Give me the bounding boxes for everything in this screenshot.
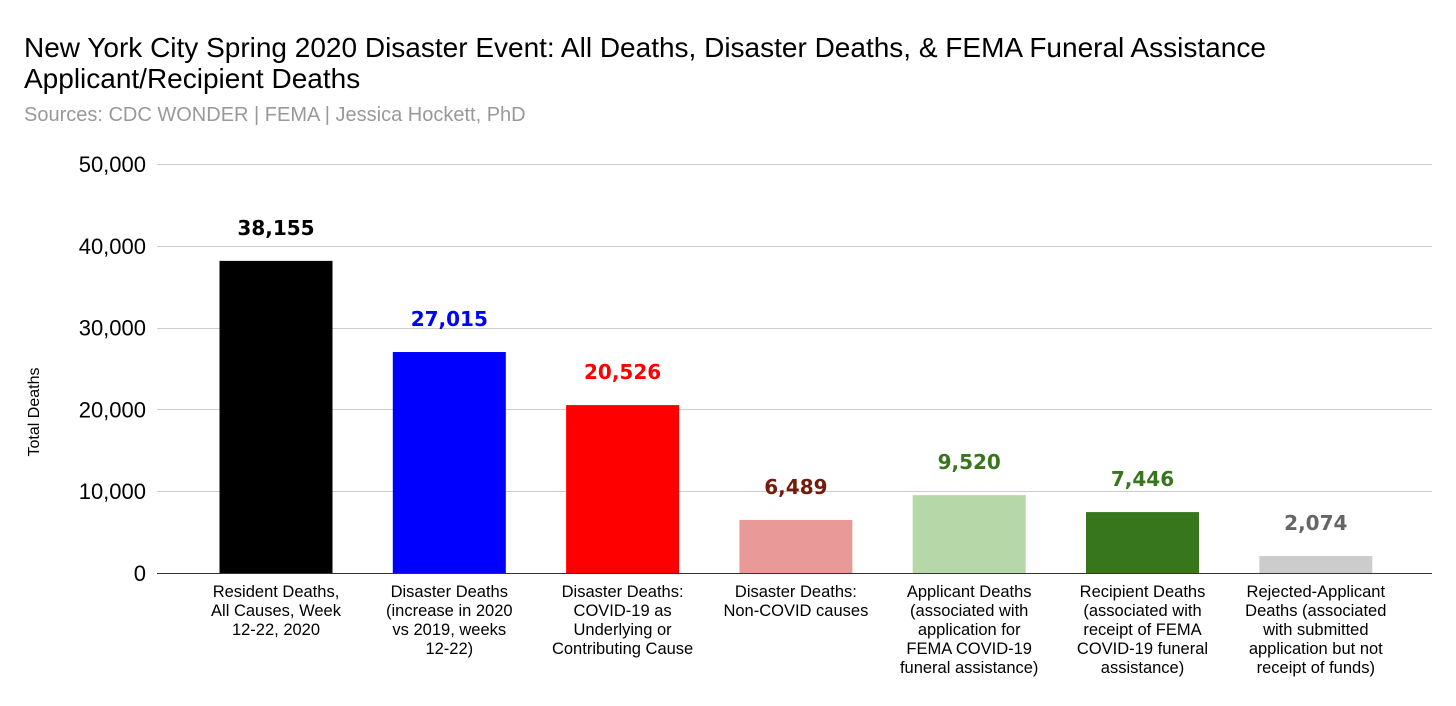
bars — [219, 260, 1373, 573]
category-labels: Resident Deaths, All Causes, Week 12-22, 2… — [211, 583, 1386, 677]
x-category-label: Recipient Deaths (associated with receipt … — [1077, 583, 1208, 677]
bar — [219, 260, 333, 573]
chart-title: New York City Spring 2020 Disaster Event… — [24, 32, 1266, 94]
y-tick-label: 10,000 — [79, 479, 146, 504]
bar — [1086, 512, 1199, 573]
data-label: 9,520 — [938, 450, 1001, 474]
x-category-label: Disaster Deaths: Non-COVID causes — [723, 583, 868, 620]
bar — [739, 519, 853, 573]
data-label: 6,489 — [764, 475, 827, 499]
bar — [1259, 556, 1373, 573]
bar — [912, 495, 1026, 573]
data-label: 27,015 — [411, 307, 488, 331]
chart-subtitle: Sources: CDC WONDER | FEMA | Jessica Hoc… — [24, 104, 526, 126]
x-category-label: Disaster Deaths: COVID-19 as Underlying or… — [552, 583, 693, 658]
data-labels: 38,155 27,015 20,526 6,489 9,520 7,446 2,074 — [237, 216, 1347, 535]
bar — [392, 352, 506, 573]
data-label: 38,155 — [237, 216, 314, 240]
data-label: 20,526 — [584, 360, 661, 384]
x-category-label: Applicant Deaths (associated with applicat… — [900, 583, 1039, 677]
y-tick-label: 40,000 — [79, 234, 146, 259]
y-tick-label: 20,000 — [79, 397, 146, 422]
y-tick-label: 0 — [134, 561, 146, 586]
data-label: 2,074 — [1284, 511, 1347, 535]
y-axis-ticks: 0 10,000 20,000 30,000 40,000 50,000 — [79, 152, 146, 586]
y-tick-label: 50,000 — [79, 152, 146, 177]
bar — [566, 405, 680, 573]
x-category-label: Rejected-Applicant Deaths (associated with… — [1245, 583, 1386, 677]
x-category-label: Disaster Deaths (increase in 2020 vs 2019,… — [386, 583, 513, 658]
data-label: 7,446 — [1111, 467, 1174, 491]
y-axis-title: Total Deaths — [26, 368, 43, 457]
gridlines — [157, 164, 1432, 574]
y-tick-label: 30,000 — [79, 316, 146, 341]
x-category-label: Resident Deaths, All Causes, Week 12-22, 2… — [211, 583, 342, 639]
